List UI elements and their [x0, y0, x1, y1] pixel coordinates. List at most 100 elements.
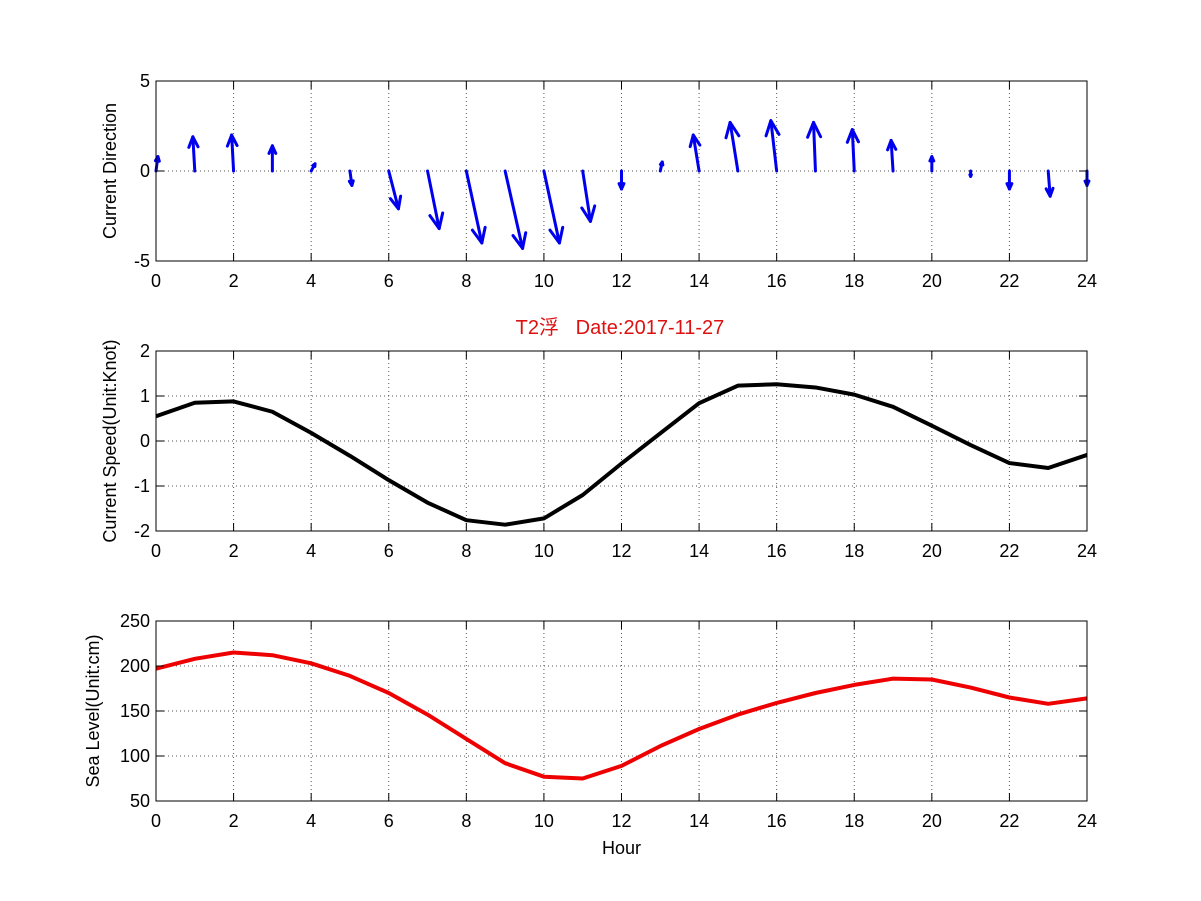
x-tick-label: 20	[922, 541, 942, 561]
x-tick-label: 4	[306, 541, 316, 561]
x-tick-label: 8	[461, 811, 471, 831]
current-vector	[426, 169, 445, 231]
y-tick-label: 1	[140, 386, 150, 406]
x-tick-label: 18	[844, 271, 864, 291]
current-vector	[225, 133, 239, 173]
x-tick-label: 2	[229, 811, 239, 831]
current-vector	[542, 169, 565, 245]
current-vector	[309, 162, 317, 173]
y-tick-label: 250	[120, 611, 150, 631]
x-tick-label: 4	[306, 271, 316, 291]
x-tick-label: 12	[611, 271, 631, 291]
current-vector-shaft	[542, 169, 561, 245]
x-tick-label: 0	[151, 811, 161, 831]
current-vector-head	[724, 120, 741, 140]
x-tick-label: 6	[384, 541, 394, 561]
current-vector-shaft	[850, 128, 856, 173]
current-vector-head	[580, 204, 597, 223]
current-vector-head	[548, 225, 565, 245]
x-tick-label: 18	[844, 811, 864, 831]
y-tick-label: -2	[134, 521, 150, 541]
current-vector	[886, 138, 898, 173]
current-vector-head	[225, 133, 239, 148]
current-vector	[806, 120, 823, 173]
x-tick-label: 22	[999, 541, 1019, 561]
x-tick-label: 14	[689, 811, 709, 831]
x-tick-label: 0	[151, 541, 161, 561]
x-tick-label: 6	[384, 271, 394, 291]
x-tick-label: 22	[999, 271, 1019, 291]
current-vector-shaft	[464, 169, 484, 245]
current-vector	[267, 144, 278, 173]
y-tick-label: 0	[140, 161, 150, 181]
current-vector-head	[428, 211, 445, 231]
y-axis-label: Current Direction	[100, 103, 120, 239]
current-vector-head	[470, 225, 487, 245]
current-vector-shaft	[230, 133, 236, 173]
x-tick-label: 18	[844, 541, 864, 561]
current-vector-shaft	[889, 138, 895, 173]
current-vector-shaft	[426, 169, 441, 231]
current-vector-head	[617, 182, 626, 191]
current-vector-shaft	[191, 135, 197, 173]
current-vector-head	[347, 179, 355, 187]
current-vector	[347, 169, 355, 187]
current-vector	[724, 120, 741, 173]
current-vector-head	[658, 160, 665, 167]
y-axis-label: Current Speed(Unit:Knot)	[100, 339, 120, 542]
current-vector-shaft	[728, 120, 740, 173]
x-tick-label: 12	[611, 811, 631, 831]
current-vector	[503, 169, 528, 250]
y-tick-label: 100	[120, 746, 150, 766]
x-tick-label: 10	[534, 541, 554, 561]
current-vector	[928, 155, 936, 173]
current-vector-head	[388, 194, 403, 211]
current-vector-head	[511, 231, 528, 250]
x-tick-label: 22	[999, 811, 1019, 831]
current-vector-head	[1044, 186, 1055, 198]
x-tick-label: 10	[534, 271, 554, 291]
current-vector	[617, 169, 626, 191]
current-vector	[764, 119, 781, 173]
current-vector-head	[886, 138, 898, 152]
current-vector	[658, 160, 665, 173]
current-vector-head	[806, 120, 823, 139]
current-vector-head	[267, 144, 278, 155]
x-tick-label: 0	[151, 271, 161, 291]
x-tick-label: 8	[461, 541, 471, 561]
current-vector-shaft	[503, 169, 525, 250]
x-tick-label: 24	[1077, 541, 1097, 561]
current-vector-head	[311, 162, 317, 168]
y-tick-label: -5	[134, 251, 150, 271]
current-vector	[845, 128, 860, 173]
x-tick-label: 16	[767, 811, 787, 831]
x-tick-label: 2	[229, 271, 239, 291]
y-tick-label: 50	[130, 791, 150, 811]
current-vector	[688, 133, 702, 173]
current-vector	[968, 169, 973, 178]
current-vector-shaft	[691, 133, 701, 173]
current-vector-head	[764, 119, 781, 138]
y-tick-label: 200	[120, 656, 150, 676]
x-tick-label: 14	[689, 541, 709, 561]
current-vector	[187, 135, 200, 173]
current-vector	[1005, 169, 1014, 191]
y-tick-label: -1	[134, 476, 150, 496]
current-vector-head	[187, 135, 200, 149]
current-vector-head	[1005, 182, 1014, 191]
x-tick-label: 6	[384, 811, 394, 831]
x-axis-label: Hour	[602, 838, 641, 858]
y-tick-label: 2	[140, 341, 150, 361]
x-tick-label: 8	[461, 271, 471, 291]
x-tick-label: 20	[922, 811, 942, 831]
x-tick-label: 12	[611, 541, 631, 561]
current-vector	[580, 169, 597, 223]
current-vector	[1044, 169, 1055, 198]
y-tick-label: 0	[140, 431, 150, 451]
x-tick-label: 20	[922, 271, 942, 291]
current-vector-shaft	[812, 120, 817, 173]
